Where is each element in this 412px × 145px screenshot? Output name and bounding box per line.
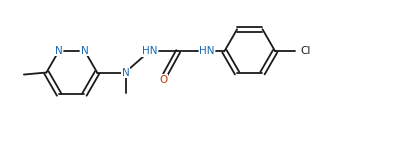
Text: O: O [159, 75, 168, 85]
Text: Cl: Cl [300, 46, 311, 56]
Text: HN: HN [199, 46, 215, 56]
Text: N: N [122, 68, 130, 77]
Text: N: N [81, 46, 88, 56]
Text: HN: HN [142, 46, 157, 56]
Text: N: N [55, 46, 63, 56]
